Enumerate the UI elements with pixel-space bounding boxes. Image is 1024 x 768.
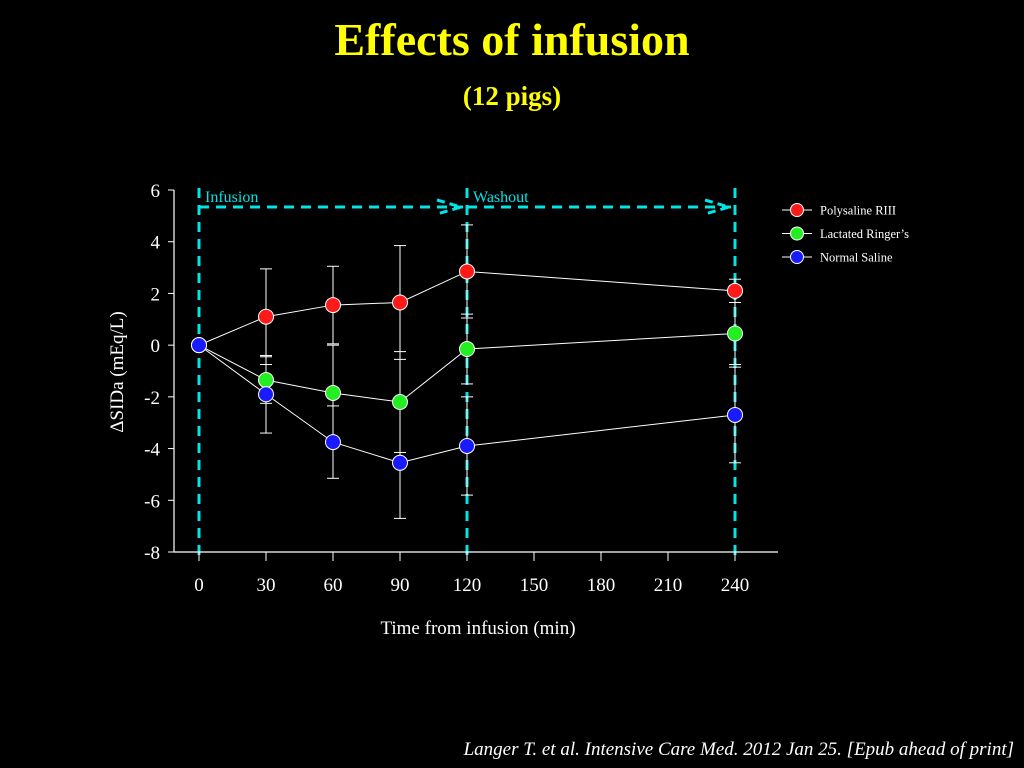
x-tick-label: 210 — [654, 575, 683, 596]
data-point — [325, 297, 341, 314]
y-tick-label: 0 — [151, 336, 161, 357]
x-tick-label: 180 — [587, 575, 616, 596]
data-point — [258, 308, 274, 325]
x-tick-label: 240 — [721, 575, 750, 596]
y-tick-label: -6 — [144, 491, 160, 512]
data-point — [325, 434, 341, 451]
x-axis-label: Time from infusion (min) — [380, 618, 575, 639]
series-line — [198, 333, 736, 403]
y-tick-label: 2 — [151, 284, 161, 305]
x-tick-label: 90 — [391, 575, 410, 596]
slide-title: Effects of infusion — [334, 14, 690, 65]
y-tick-label: -2 — [144, 388, 160, 409]
data-point — [727, 406, 743, 423]
data-points — [191, 263, 743, 471]
data-point — [459, 263, 475, 280]
x-tick-label: 30 — [257, 575, 276, 596]
legend-label: Polysaline RIII — [820, 204, 896, 218]
data-point — [392, 394, 408, 411]
data-point — [191, 337, 207, 354]
error-bars — [260, 224, 741, 519]
y-tick-label: -4 — [144, 440, 160, 461]
data-point — [325, 384, 341, 401]
y-tick-label: 4 — [151, 233, 161, 254]
x-tick-label: 150 — [520, 575, 549, 596]
data-point — [258, 386, 274, 403]
legend-marker — [790, 250, 804, 264]
legend-label: Lactated Ringer’s — [820, 227, 909, 241]
series-line — [198, 344, 736, 464]
phase-arrow-head — [704, 198, 735, 216]
legend-marker — [790, 203, 804, 217]
series-lines — [198, 270, 736, 464]
data-point — [258, 372, 274, 389]
y-axis-label: ΔSIDa (mEq/L) — [107, 311, 128, 432]
data-point — [727, 325, 743, 342]
y-tick-label: -8 — [144, 543, 160, 564]
y-tick-label: 6 — [151, 181, 161, 202]
chart-legend: Polysaline RIII Lactated Ringer’s Normal S… — [782, 203, 909, 265]
legend-marker — [790, 226, 804, 241]
data-point — [459, 341, 475, 358]
phase-label: Infusion — [205, 189, 258, 206]
citation: Langer T. et al. Intensive Care Med. 201… — [463, 739, 1014, 760]
legend-label: Normal Saline — [820, 251, 893, 265]
series-line — [198, 270, 736, 346]
data-point — [392, 294, 408, 311]
chart-axes: 6 4 2 0 -2 -4 -6 -8 0 30 60 90 120 150 180 210 240 — [144, 181, 778, 596]
data-point — [727, 282, 743, 299]
x-tick-label: 0 — [194, 575, 204, 596]
phase-label: Washout — [473, 189, 529, 206]
phase-arrow-head — [436, 198, 467, 216]
x-tick-label: 60 — [324, 575, 343, 596]
data-point — [392, 454, 408, 471]
data-point — [459, 437, 475, 454]
slide-subtitle: (12 pigs) — [462, 81, 562, 111]
x-tick-label: 120 — [453, 575, 482, 596]
